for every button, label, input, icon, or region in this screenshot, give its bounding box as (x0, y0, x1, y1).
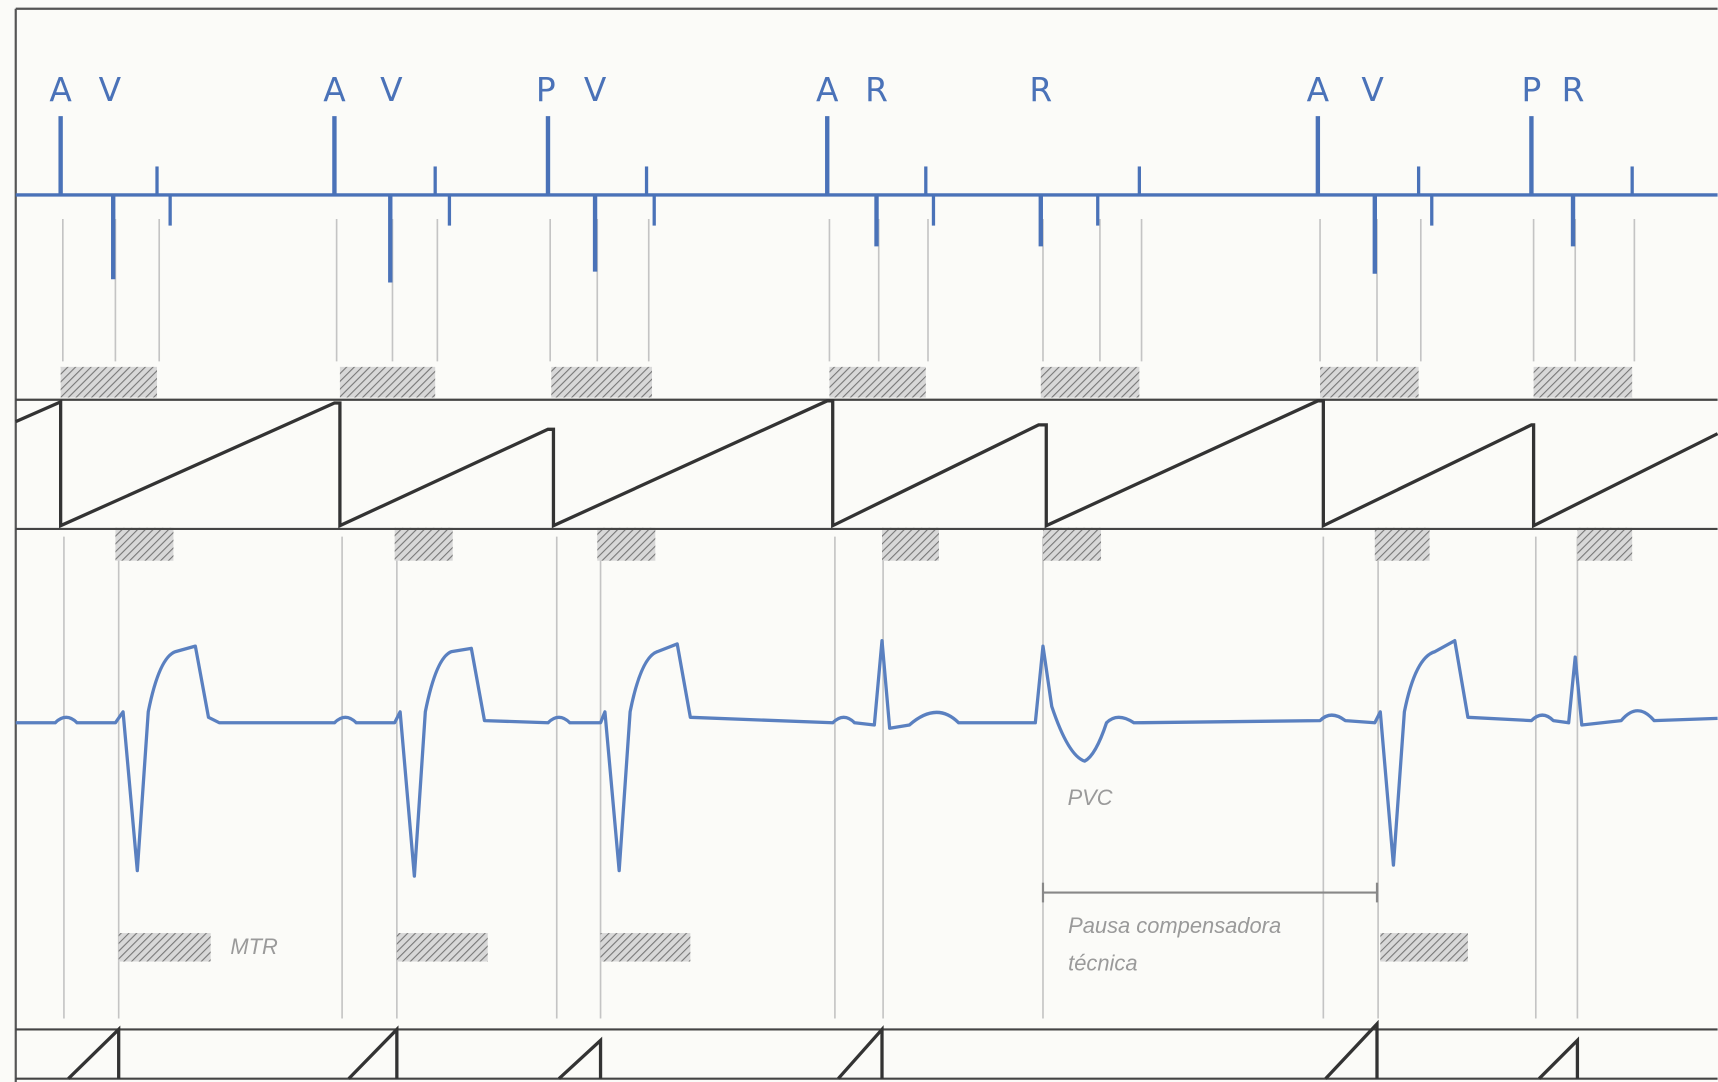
event-marker: P (1522, 71, 1542, 109)
lower-timer-ramp (836, 1025, 884, 1080)
hatched-interval (394, 527, 453, 561)
mtr-label: MTR (230, 934, 278, 959)
hatched-interval (1577, 527, 1633, 561)
hatched-interval (1533, 366, 1633, 398)
event-marker: V (380, 71, 403, 109)
pause-label: técnica (1068, 950, 1137, 975)
hatched-interval (115, 527, 174, 561)
lower-timer-ramp (557, 1036, 603, 1080)
pause-label: Pausa compensadora (1068, 913, 1281, 938)
ecg-trace (15, 639, 1718, 878)
hatched-interval (118, 933, 211, 962)
event-marker: V (584, 71, 607, 109)
event-marker: V (1361, 71, 1384, 109)
hatched-interval (829, 366, 926, 398)
hatched-interval (1320, 366, 1419, 398)
event-marker: V (99, 71, 122, 109)
hatched-interval (600, 933, 691, 962)
event-marker: P (536, 71, 556, 109)
event-marker: A (816, 71, 839, 109)
hatched-interval (339, 366, 436, 398)
pvc-label: PVC (1068, 785, 1113, 810)
hatched-interval (597, 527, 656, 561)
event-marker: R (1562, 71, 1585, 109)
hatched-interval (1374, 527, 1430, 561)
lower-timer-ramp (1537, 1036, 1580, 1080)
event-marker: R (865, 71, 888, 109)
event-marker: A (1307, 71, 1330, 109)
hatched-interval (1040, 366, 1140, 398)
hatched-interval (60, 366, 158, 398)
hatched-interval (1380, 933, 1468, 962)
hatched-interval (1042, 527, 1102, 561)
event-marker: A (323, 71, 346, 109)
hatched-interval (551, 366, 653, 398)
hatched-interval (881, 527, 939, 561)
lower-timer-ramp (67, 1025, 121, 1080)
timer-sawtooth (15, 399, 1718, 529)
event-marker: A (49, 71, 72, 109)
lower-timer-ramp (347, 1025, 399, 1080)
event-marker: R (1029, 71, 1052, 109)
lower-timer-ramp (1324, 1019, 1379, 1080)
hatched-interval (396, 933, 488, 962)
